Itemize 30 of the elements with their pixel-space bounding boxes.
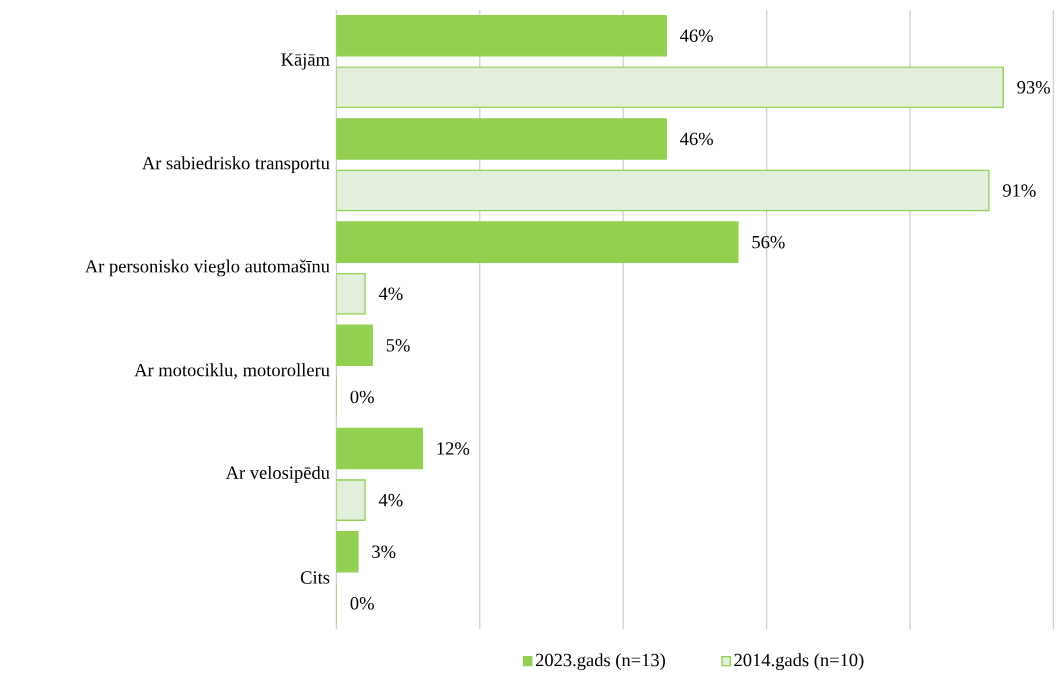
y-tick-label: Kājām <box>281 53 330 70</box>
data-label: 0% <box>350 390 374 404</box>
data-label: 4% <box>378 493 403 507</box>
y-tick-label: Ar motociklu, motorolleru <box>134 363 330 379</box>
y-tick-label: Ar sabiedrisko transportu <box>142 156 330 174</box>
data-label: 46% <box>680 132 713 146</box>
legend-label: 2014.gads (n=10) <box>734 653 864 671</box>
bar <box>336 221 739 263</box>
bar <box>336 530 359 573</box>
bar <box>336 66 1004 109</box>
data-label: 4% <box>378 287 403 300</box>
bar <box>336 479 366 521</box>
data-label: 46% <box>680 29 713 42</box>
legend-label: 2023.gads (n=13) <box>535 653 665 671</box>
y-tick-label: Cits <box>300 571 330 584</box>
data-label: 91% <box>1002 184 1036 197</box>
data-label: 56% <box>752 235 785 249</box>
bar <box>336 169 990 212</box>
bar <box>336 324 373 367</box>
y-tick-label: Ar personisko vieglo automašīnu <box>84 259 330 277</box>
bar <box>336 118 667 160</box>
data-label: 93% <box>1017 80 1050 94</box>
data-label: 3% <box>372 545 396 558</box>
data-label: 5% <box>386 338 410 352</box>
data-label: 12% <box>437 442 470 455</box>
bar <box>336 272 366 315</box>
y-tick-label: Ar velosipēdu <box>225 465 330 483</box>
data-label: 0% <box>350 596 374 610</box>
bar <box>336 427 424 470</box>
bar <box>336 14 667 57</box>
